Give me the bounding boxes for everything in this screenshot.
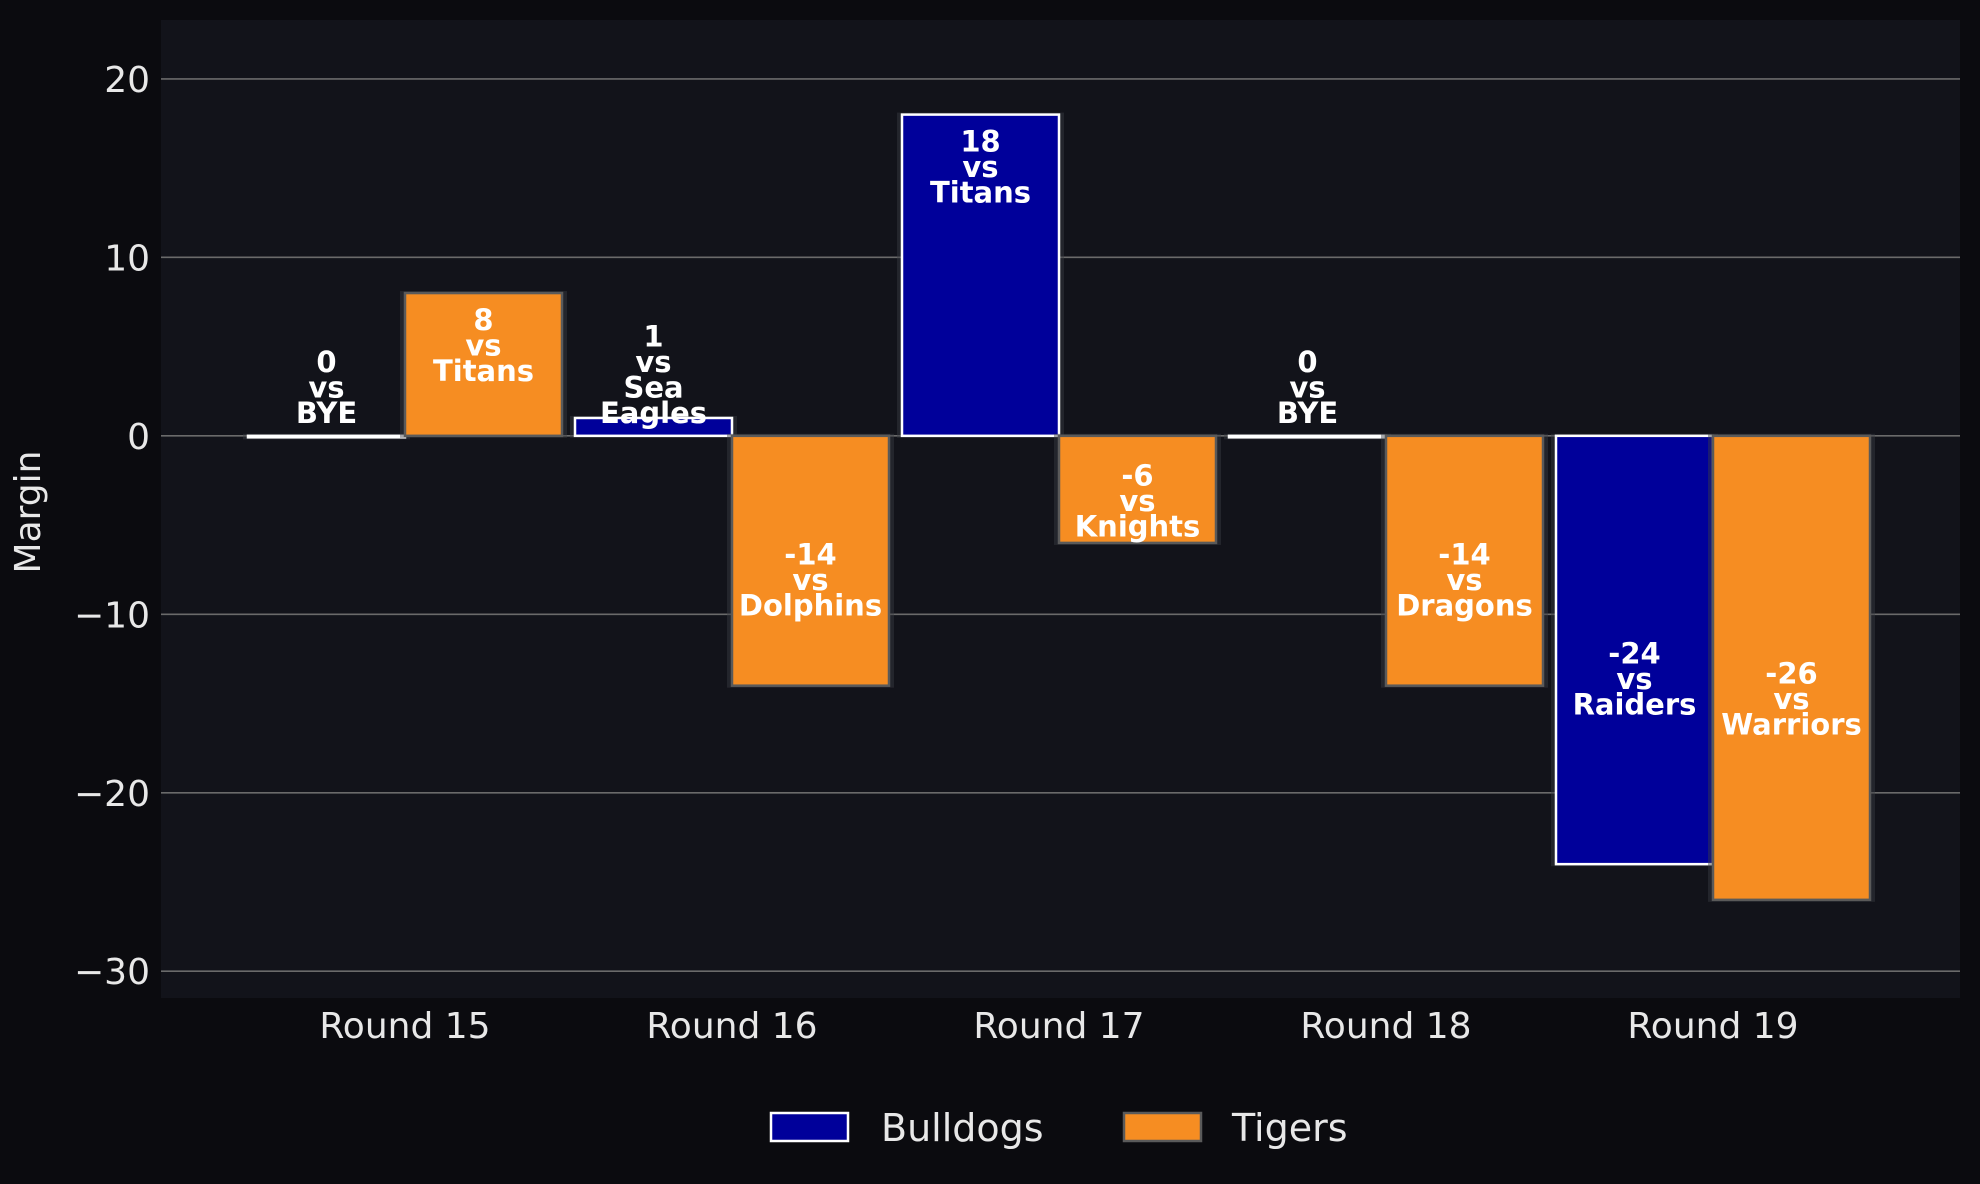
bar-tigers-round-18[interactable] xyxy=(1384,434,1545,687)
bar-data-label: Eagles xyxy=(600,396,707,430)
bar-data-label: vs xyxy=(308,370,344,404)
bar-bulldogs-round-16[interactable] xyxy=(573,416,734,438)
bar-data-label: vs xyxy=(465,329,501,363)
y-tick-label: 20 xyxy=(104,60,150,101)
bar-data-label: Dragons xyxy=(1396,588,1533,622)
bar-tigers-round-16[interactable] xyxy=(730,434,891,687)
bar-data-label: BYE xyxy=(296,396,357,430)
y-axis-title: Margin xyxy=(8,451,49,574)
y-tick-label: −20 xyxy=(74,774,150,815)
bar-data-label: vs xyxy=(1773,682,1809,716)
x-tick-label: Round 16 xyxy=(646,1006,817,1047)
bar-data-label: 18 xyxy=(960,125,1000,159)
bar-bulldogs-round-18[interactable] xyxy=(1227,434,1388,439)
x-tick-label: Round 18 xyxy=(1300,1006,1471,1047)
bar-data-label: Sea xyxy=(623,370,683,404)
bar-tigers-round-15[interactable] xyxy=(403,291,564,438)
bar-tigers-round-19[interactable] xyxy=(1711,434,1872,902)
bar-data-label: -6 xyxy=(1121,458,1153,492)
legend-swatch-bulldogs[interactable] xyxy=(769,1111,850,1143)
bar-data-label: Titans xyxy=(930,176,1031,210)
bar-data-label: Knights xyxy=(1075,509,1201,543)
bar-data-label: vs xyxy=(1446,563,1482,597)
bar-data-label: -26 xyxy=(1765,656,1817,690)
bar-data-label: 8 xyxy=(473,303,493,337)
x-axis: Round 15 Round 16 Round 17 Round 18 Round 19 xyxy=(319,1006,1798,1047)
x-tick-label: Round 17 xyxy=(973,1006,1144,1047)
legend-label-bulldogs[interactable]: Bulldogs xyxy=(881,1106,1044,1150)
bar-data-label: 0 xyxy=(1297,345,1317,379)
bar-bulldogs-round-19[interactable] xyxy=(1554,434,1715,866)
bar-data-label: 1 xyxy=(643,319,663,353)
legend-swatch-tigers[interactable] xyxy=(1122,1111,1203,1143)
bar-data-label: vs xyxy=(1289,370,1325,404)
bar-data-label: Raiders xyxy=(1573,688,1697,722)
legend-label-tigers[interactable]: Tigers xyxy=(1231,1106,1348,1150)
bar-data-label: vs xyxy=(1616,662,1652,696)
bar-data-label: -24 xyxy=(1608,637,1660,671)
bar-labels: 0vsBYE1vsSeaEagles18vsTitans0vsBYE-24vsR… xyxy=(296,125,1862,742)
bar-bulldogs-round-15[interactable] xyxy=(246,434,407,439)
bar-data-label: Warriors xyxy=(1721,707,1862,741)
y-axis: 20 10 0 −10 −20 −30 xyxy=(74,60,150,993)
legend[interactable]: Bulldogs Tigers xyxy=(769,1106,1348,1150)
bar-data-label: vs xyxy=(1119,484,1155,518)
y-tick-label: −10 xyxy=(74,595,150,636)
bar-bulldogs-round-17[interactable] xyxy=(900,113,1061,438)
bars xyxy=(243,112,1875,902)
y-tick-label: −30 xyxy=(74,952,150,993)
bar-data-label: vs xyxy=(635,345,671,379)
bar-data-label: 0 xyxy=(316,345,336,379)
bar-data-label: BYE xyxy=(1277,396,1338,430)
bar-data-label: vs xyxy=(792,563,828,597)
bar-data-label: Dolphins xyxy=(739,588,882,622)
bar-data-label: -14 xyxy=(1438,537,1490,571)
bar-data-label: -14 xyxy=(784,537,836,571)
x-tick-label: Round 19 xyxy=(1627,1006,1798,1047)
y-tick-label: 10 xyxy=(104,238,150,279)
bar-tigers-round-17[interactable] xyxy=(1057,434,1218,545)
x-tick-label: Round 15 xyxy=(319,1006,490,1047)
y-tick-label: 0 xyxy=(127,417,150,458)
bar-data-label: Titans xyxy=(433,354,534,388)
bar-data-label: vs xyxy=(962,150,998,184)
